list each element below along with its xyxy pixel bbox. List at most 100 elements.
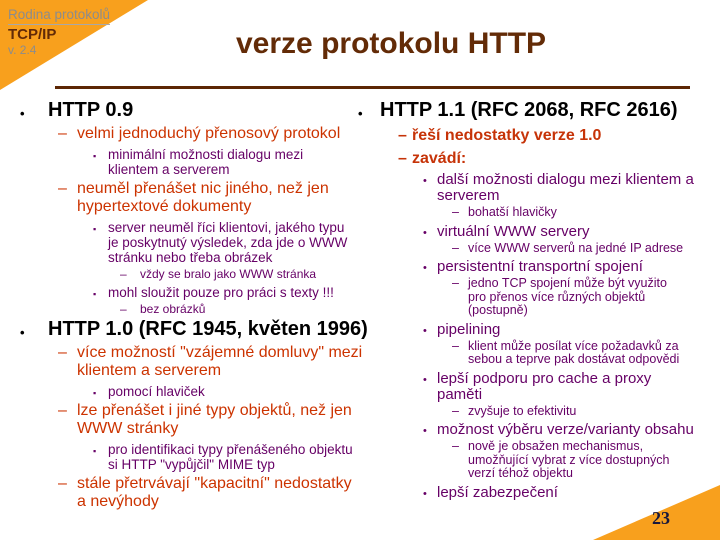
list-item-text: HTTP 0.9 xyxy=(48,99,134,121)
list-item: – nově je obsažen mechanismus, umožňující… xyxy=(345,439,720,481)
list-item: – zvyšuje to efektivitu xyxy=(345,403,720,419)
list-item: • lepší zabezpečení xyxy=(345,483,720,501)
list-item: – klient může posílat více požadavků za s… xyxy=(345,338,720,367)
bullet-glyph: – xyxy=(58,402,67,419)
bullet-glyph: • xyxy=(20,106,25,121)
bullet-glyph: – xyxy=(398,127,407,144)
bullet-glyph: • xyxy=(423,373,427,386)
bullet-glyph: – xyxy=(58,344,67,361)
bullet-glyph: – xyxy=(452,338,459,353)
bullet-glyph: – xyxy=(398,150,407,167)
bullet-glyph: • xyxy=(423,262,427,274)
list-item: ▪ pomocí hlaviček xyxy=(18,384,363,399)
brand-protocol-label: TCP/IP xyxy=(8,25,57,43)
brand-series-label: Rodina protokolů xyxy=(8,7,111,25)
list-item-text: zvyšuje to efektivitu xyxy=(468,403,577,418)
list-item: – řeší nedostatky verze 1.0 xyxy=(345,126,720,145)
list-item-text: server neuměl říci klientovi, jakého typ… xyxy=(108,220,348,265)
list-item-text: lepší zabezpečení xyxy=(437,483,558,501)
bullet-glyph: – xyxy=(58,475,67,492)
list-item: • pipelining xyxy=(345,320,720,338)
bullet-glyph: • xyxy=(423,226,427,239)
list-item-text: minimální možnosti dialogu mezi klientem… xyxy=(108,147,304,177)
bullet-glyph: – xyxy=(452,205,459,219)
bullet-glyph: • xyxy=(20,325,25,340)
list-item-text: řeší nedostatky verze 1.0 xyxy=(412,127,602,144)
bullet-glyph: – xyxy=(120,302,127,316)
brand-block: Rodina protokolů TCP/IP v. 2.4 xyxy=(8,6,111,58)
list-item: – velmi jednoduchý přenosový protokol xyxy=(18,125,363,143)
list-item-text: neuměl přenášet nic jiného, než jen hype… xyxy=(77,180,329,215)
list-item: – lze přenášet i jiné typy objektů, než j… xyxy=(18,402,363,438)
bullet-glyph: ▪ xyxy=(93,224,97,234)
bullet-glyph: • xyxy=(423,175,427,187)
list-item-text: další možnosti dialogu mezi klientem a s… xyxy=(437,171,694,204)
bullet-glyph: – xyxy=(452,240,459,255)
list-item-text: pro identifikaci typy přenášeného objekt… xyxy=(108,442,353,472)
title-underline-rule xyxy=(55,86,690,89)
list-item-text: více možností "vzájemné domluvy" mezi kl… xyxy=(77,344,363,379)
list-item: – stále přetrvávají "kapacitní" nedostatk… xyxy=(18,475,363,511)
bullet-glyph: • xyxy=(423,487,427,500)
list-item: – vždy se bralo jako WWW stránka xyxy=(18,267,363,281)
list-item: ▪ pro identifikaci typy přenášeného objek… xyxy=(18,442,363,472)
list-item: ▪ server neuměl říci klientovi, jakého ty… xyxy=(18,220,363,265)
list-item-text: HTTP 1.1 (RFC 2068, RFC 2616) xyxy=(380,99,678,121)
list-item-text: stále přetrvávají "kapacitní" nedostatky… xyxy=(77,475,352,510)
list-item-text: HTTP 1.0 (RFC 1945, květen 1996) xyxy=(48,318,368,340)
list-item-text: bez obrázků xyxy=(140,302,206,316)
list-item: ▪ minimální možnosti dialogu mezi kliente… xyxy=(18,147,363,177)
list-item-text: persistentní transportní spojení xyxy=(437,258,643,275)
list-item: – neuměl přenášet nic jiného, než jen hyp… xyxy=(18,180,363,216)
list-item-text: lepší podporu pro cache a proxy paměti xyxy=(437,369,652,403)
list-item: • HTTP 1.0 (RFC 1945, květen 1996) xyxy=(18,318,368,341)
list-item: – jedno TCP spojení může být využito pro … xyxy=(345,276,720,318)
bullet-glyph: – xyxy=(452,439,459,453)
bullet-glyph: ▪ xyxy=(93,151,97,161)
list-item: – zavádí: xyxy=(345,149,720,168)
bullet-glyph: – xyxy=(58,180,67,197)
list-item-text: pipelining xyxy=(437,320,501,338)
content-column-left: • HTTP 0.9– velmi jednoduchý přenosový pro… xyxy=(18,97,368,511)
list-item: • HTTP 1.1 (RFC 2068, RFC 2616) xyxy=(345,99,720,122)
bullet-glyph: – xyxy=(120,267,127,281)
slide-title: verze protokolu HTTP xyxy=(236,27,547,60)
list-item: – bez obrázků xyxy=(18,302,363,316)
list-item-text: nově je obsažen mechanismus, umožňující … xyxy=(468,439,670,480)
list-item: • HTTP 0.9 xyxy=(18,99,363,122)
bullet-glyph: ▪ xyxy=(93,289,97,299)
list-item-text: možnost výběru verze/varianty obsahu xyxy=(437,421,694,438)
list-item-text: zavádí: xyxy=(412,150,467,167)
list-item-text: jedno TCP spojení může být využito pro p… xyxy=(468,276,667,317)
list-item: ▪ mohl sloužit pouze pro práci s texty !!… xyxy=(18,285,363,300)
list-item-text: bohatší hlavičky xyxy=(468,205,557,219)
list-item: – bohatší hlavičky xyxy=(345,205,720,220)
page-number: 23 xyxy=(652,508,670,528)
list-item-text: mohl sloužit pouze pro práci s texty !!! xyxy=(108,285,334,300)
bullet-glyph: • xyxy=(358,106,363,121)
bullet-glyph: • xyxy=(423,425,427,437)
bullet-glyph: • xyxy=(423,324,427,337)
bullet-glyph: ▪ xyxy=(93,388,97,398)
list-item: • další možnosti dialogu mezi klientem a … xyxy=(345,172,720,204)
list-item-text: pomocí hlaviček xyxy=(108,384,205,399)
list-item-text: klient může posílat více požadavků za se… xyxy=(468,338,680,366)
list-item: • persistentní transportní spojení xyxy=(345,259,720,275)
list-item-text: velmi jednoduchý přenosový protokol xyxy=(77,125,341,142)
bullet-glyph: – xyxy=(58,125,67,142)
bullet-glyph: – xyxy=(452,403,459,418)
bullet-glyph: ▪ xyxy=(93,446,97,456)
list-item-text: lze přenášet i jiné typy objektů, než je… xyxy=(77,402,352,437)
list-item-text: vždy se bralo jako WWW stránka xyxy=(140,267,317,281)
list-item: • virtuální WWW servery xyxy=(345,222,720,240)
list-item-text: virtuální WWW servery xyxy=(437,222,590,240)
list-item: • možnost výběru verze/varianty obsahu xyxy=(345,422,720,438)
list-item: • lepší podporu pro cache a proxy paměti xyxy=(345,369,720,403)
list-item: – více možností "vzájemné domluvy" mezi k… xyxy=(18,344,363,380)
list-item-text: více WWW serverů na jedné IP adrese xyxy=(468,240,684,255)
list-item: – více WWW serverů na jedné IP adrese xyxy=(345,240,720,256)
bullet-glyph: – xyxy=(452,276,459,290)
brand-version-label: v. 2.4 xyxy=(8,42,37,57)
content-column-right: • HTTP 1.1 (RFC 2068, RFC 2616) – řeší nedo… xyxy=(345,97,720,501)
